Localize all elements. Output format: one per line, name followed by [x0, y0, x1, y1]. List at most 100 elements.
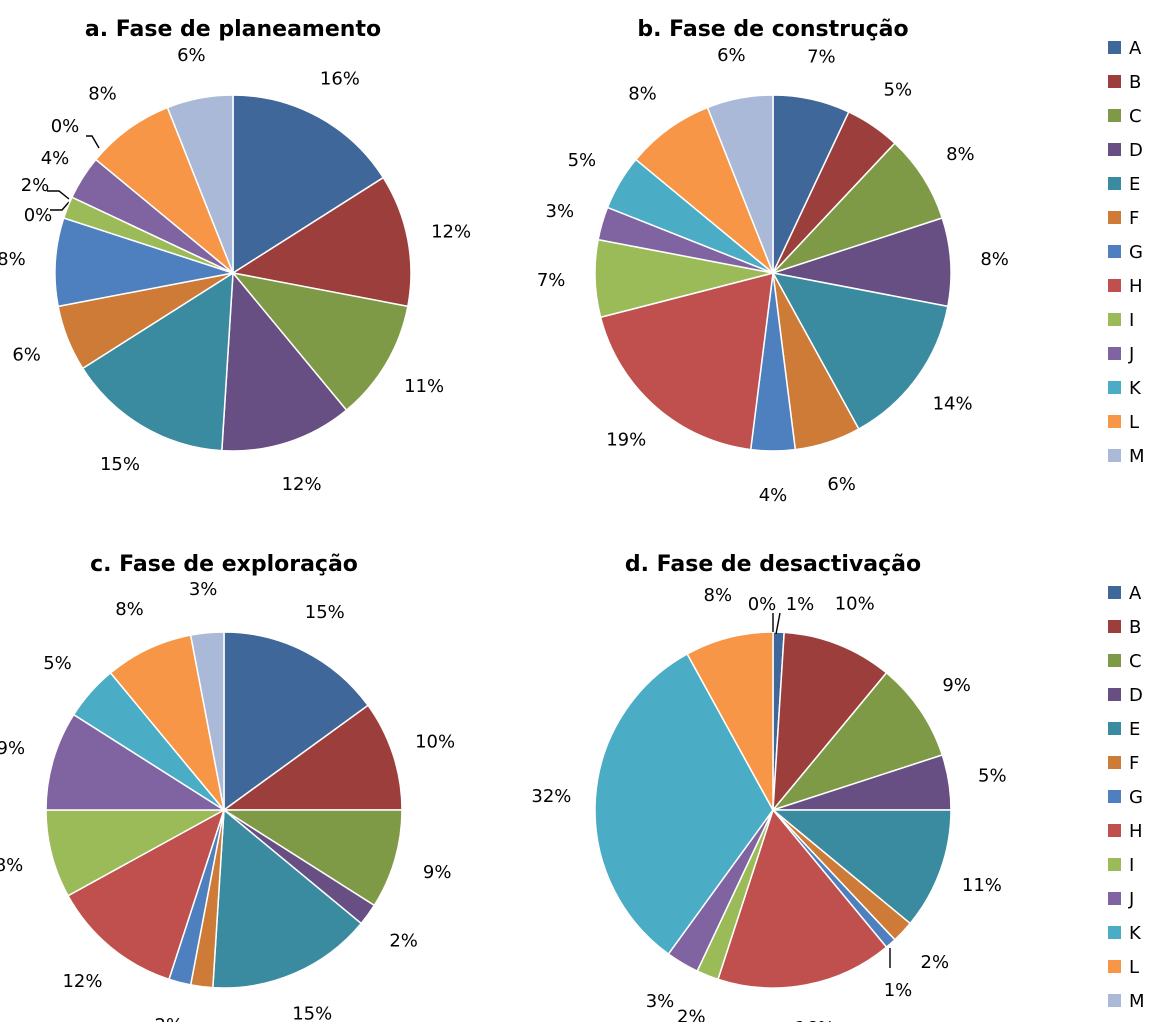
pie-slice-e — [771, 271, 949, 430]
data-label-j: 9% — [0, 738, 25, 759]
data-label-l: 8% — [115, 599, 144, 620]
legend-label-d: D — [1129, 140, 1143, 161]
data-label-i: 2% — [677, 1006, 706, 1022]
legend-swatch-k — [1108, 926, 1121, 939]
chart-title: b. Fase de construção — [637, 17, 908, 42]
data-label-j: 4% — [41, 148, 70, 169]
legend-swatch-f — [1108, 211, 1121, 224]
legend-label-c: C — [1129, 106, 1142, 127]
pie-chart-4: d. Fase de desactivação 1% 10% 9% 5% 11% 2% 1% 1… — [531, 552, 1006, 1022]
legend-label-e: E — [1129, 719, 1140, 740]
pie-slice-d — [221, 271, 348, 452]
pie-slice-m — [166, 94, 234, 274]
data-label-e: 11% — [962, 875, 1002, 896]
legend-swatch-h — [1108, 824, 1121, 837]
data-label-i: 7% — [537, 270, 566, 291]
pie-slice-h — [67, 808, 226, 981]
legend-swatch-j — [1108, 892, 1121, 905]
pie-slice-m — [189, 631, 225, 811]
pie-slice-l — [634, 106, 774, 274]
pie-slice-h — [717, 808, 888, 989]
legend-label-m: M — [1129, 991, 1145, 1012]
data-label-e: 15% — [292, 1004, 332, 1022]
data-label-g: 4% — [759, 485, 788, 506]
legend-label-b: B — [1129, 617, 1141, 638]
data-label-a: 16% — [320, 69, 360, 90]
legend-label-a: A — [1129, 38, 1142, 59]
data-label-i: 2% — [21, 175, 50, 196]
data-label-c: 9% — [423, 862, 452, 883]
pie-chart-3: c. Fase de exploração15%10%9%2%15%2%2%12… — [0, 552, 455, 1022]
legend-swatch-a — [1108, 41, 1121, 54]
legend-label-l: L — [1129, 957, 1139, 978]
data-label-f: 2% — [921, 952, 950, 973]
legend-label-d: D — [1129, 685, 1143, 706]
legend-swatch-g — [1108, 245, 1121, 258]
legend-swatch-d — [1108, 688, 1121, 701]
data-label-b: 10% — [835, 594, 875, 615]
legend-label-i: I — [1129, 310, 1134, 331]
legend-label-m: M — [1129, 446, 1145, 467]
pie-slice-a — [232, 94, 385, 275]
data-label-m: 3% — [189, 579, 218, 600]
pie-slice-e — [212, 808, 363, 989]
pie-slice-c — [772, 142, 944, 274]
data-label-g: 1% — [884, 980, 913, 1001]
chart-title: a. Fase de planeamento — [85, 17, 381, 42]
pie-slice-m — [706, 94, 774, 274]
data-label-e: 14% — [933, 394, 973, 415]
legend-label-a: A — [1129, 583, 1142, 604]
data-label-k: 5% — [568, 150, 597, 171]
legend-label-g: G — [1129, 242, 1143, 263]
legend-swatch-l — [1108, 960, 1121, 973]
pie-slice-g — [54, 217, 234, 308]
pie-slice-l — [686, 631, 774, 811]
data-label-m: 6% — [717, 45, 746, 66]
pie-slice-e — [81, 271, 234, 452]
pie-slice-l — [109, 634, 225, 811]
pie-slice-l — [94, 106, 234, 274]
legend-label-j: J — [1128, 344, 1134, 365]
pie-slice-c — [221, 809, 403, 907]
data-label-b: 12% — [431, 221, 471, 242]
data-label-j: 3% — [646, 991, 675, 1012]
chart-title: c. Fase de exploração — [90, 552, 358, 577]
data-label-h: 12% — [62, 971, 102, 992]
legend-label-l: L — [1129, 412, 1139, 433]
data-label-d: 2% — [389, 931, 418, 952]
legend-label-g: G — [1129, 787, 1143, 808]
legend-swatch-c — [1108, 654, 1121, 667]
data-label-b: 5% — [884, 79, 913, 100]
data-label-g: 2% — [155, 1015, 184, 1022]
data-label-f: 2% — [182, 1020, 211, 1022]
data-label-f: 6% — [12, 345, 41, 366]
data-label-i: 8% — [0, 855, 23, 876]
data-label-h: 0% — [24, 205, 53, 226]
data-label-k: 5% — [43, 653, 72, 674]
pie-slice-c — [770, 671, 944, 812]
pie-slice-a — [223, 631, 370, 812]
data-label-l: 8% — [628, 83, 657, 104]
data-label-a: 1% — [786, 594, 815, 615]
pie-slice-k — [594, 653, 774, 956]
legend-label-j: J — [1128, 889, 1134, 910]
leader-line — [50, 201, 70, 211]
legend-swatch-m — [1108, 449, 1121, 462]
legend-label-e: E — [1129, 174, 1140, 195]
data-label-b: 10% — [415, 731, 455, 752]
data-label-d: 12% — [282, 474, 322, 495]
chart-title: d. Fase de desactivação — [625, 552, 921, 577]
leader-line — [47, 190, 70, 200]
data-label-a: 15% — [305, 602, 345, 623]
data-label-c: 9% — [942, 675, 971, 696]
pie-slice-e — [770, 809, 952, 925]
data-label-k: 0% — [51, 116, 80, 137]
legend-swatch-f — [1108, 756, 1121, 769]
legend-swatch-m — [1108, 994, 1121, 1007]
legend-swatch-h — [1108, 279, 1121, 292]
legend-label-f: F — [1129, 753, 1139, 774]
data-label-d: 8% — [980, 249, 1009, 270]
pie-slice-b — [221, 704, 403, 811]
legend-label-k: K — [1129, 923, 1142, 944]
